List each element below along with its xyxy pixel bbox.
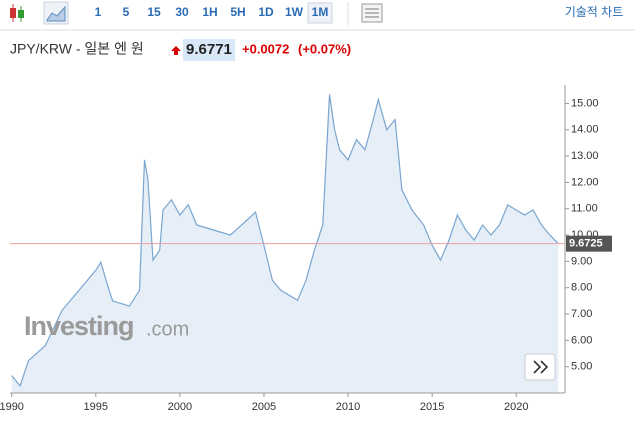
interval-button[interactable]: 1D [258,5,274,19]
y-tick-label: 5.00 [571,361,592,373]
x-tick-label: 2010 [336,401,360,413]
line [11,94,559,388]
technical-chart-link[interactable]: 기술적 차트 [565,5,624,19]
interval-button[interactable]: 1 [95,5,102,19]
x-tick-label: 2015 [420,401,444,413]
interval-button[interactable]: 15 [147,5,161,19]
y-tick-label: 11.00 [571,203,598,215]
interval-button[interactable]: 5 [123,5,130,19]
interval-button[interactable]: 1W [285,5,304,19]
settings-icon[interactable] [361,3,383,23]
x-tick-label: 2000 [168,401,192,413]
area-icon[interactable] [43,1,69,25]
x-tick-label: 1990 [0,401,24,413]
plot [10,85,569,397]
y-tick-label: 12.00 [571,176,599,188]
price-highlight [183,39,235,61]
interval-button[interactable]: 30 [175,5,189,19]
y-tick-label: 15.00 [571,97,599,109]
last-price-box [566,235,612,252]
scroll-button[interactable] [524,353,556,381]
y-tick-label: 14.00 [571,124,599,136]
price: 9.6771 [186,41,232,58]
x-tick-label: 2005 [252,401,276,413]
y-tick-label: 8.00 [571,282,592,294]
active-button [307,2,333,24]
x-tick-label: 2020 [504,401,528,413]
change-pct: (+0.07%) [298,41,351,56]
symbol: JPY/KRW - 일본 엔 원 [10,41,144,57]
area [11,94,559,393]
y-tick-label: 13.00 [571,150,599,162]
watermark-suffix: .com [146,318,189,340]
watermark: Investing .com [24,311,189,341]
up-arrow [171,46,181,55]
interval-button[interactable]: 1M [312,5,329,19]
x-tick-label: 1995 [84,401,108,413]
change: +0.0072 [242,41,289,56]
last-price-label: 9.6725 [569,238,603,250]
y-tick-label: 9.00 [571,255,592,267]
interval-button[interactable]: 1H [202,5,217,19]
candle-icon[interactable] [10,4,24,22]
interval-button[interactable]: 5H [230,5,245,19]
y-tick-label: 7.00 [571,308,592,320]
watermark-brand: Investing [24,311,134,341]
y-tick-label: 6.00 [571,334,592,346]
